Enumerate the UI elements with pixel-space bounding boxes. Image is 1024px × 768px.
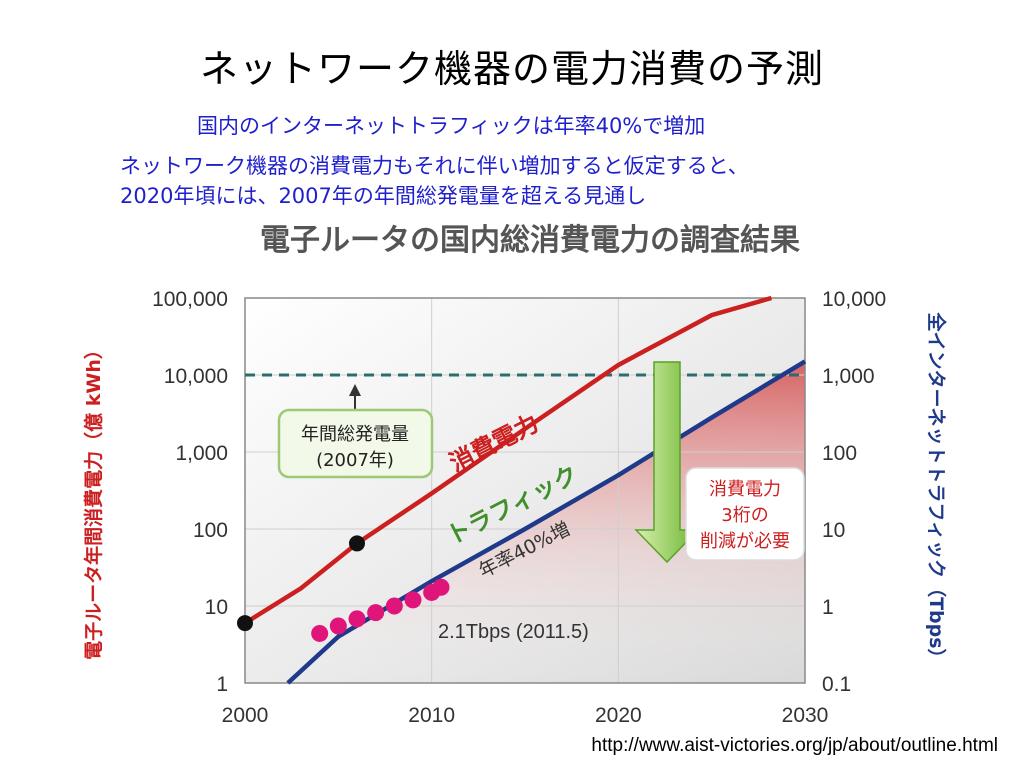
reduction-line-2: 3桁の xyxy=(721,505,768,526)
right-axis-label: 全インターネットトラフィック（Tbps） xyxy=(925,311,948,667)
left-tick-label: 10,000 xyxy=(164,365,228,388)
left-axis-label: 電子ルータ年間消費電力（億 kWh） xyxy=(82,340,105,660)
right-tick-label: 10,000 xyxy=(822,288,886,311)
left-tick-label: 1 xyxy=(216,673,228,696)
x-tick-label: 2000 xyxy=(222,704,269,727)
x-tick-label: 2030 xyxy=(782,704,829,727)
reduction-line-1: 消費電力 xyxy=(709,479,781,500)
traffic-point-label: 2.1Tbps (2011.5) xyxy=(438,621,589,643)
power-measured-points xyxy=(237,535,365,632)
left-tick-label: 100,000 xyxy=(152,288,228,311)
power-measured-point xyxy=(349,535,365,552)
slide-title: ネットワーク機器の電力消費の予測 xyxy=(199,47,824,91)
reduction-line-3: 削減が必要 xyxy=(700,531,790,552)
traffic-measured-point xyxy=(348,610,366,628)
traffic-measured-point xyxy=(367,604,385,622)
traffic-measured-point xyxy=(385,597,403,615)
left-tick-label: 10 xyxy=(205,596,228,619)
left-axis-ticks: 100,000 10,000 1,000 100 10 1 xyxy=(152,288,228,696)
x-tick-label: 2010 xyxy=(408,704,455,727)
subtitle-line-1: 国内のインターネットトラフィックは年率40%で増加 xyxy=(197,114,706,138)
power-series-line xyxy=(243,295,773,626)
power-measured-point xyxy=(237,615,253,632)
x-tick-label: 2020 xyxy=(595,704,642,727)
left-tick-label: 100 xyxy=(193,519,228,542)
traffic-measured-point xyxy=(404,591,422,609)
reduction-arrow xyxy=(634,361,700,564)
reduction-callout: 消費電力 3桁の 削減が必要 xyxy=(685,467,805,561)
traffic-measured-point xyxy=(432,578,450,596)
callout-box xyxy=(277,408,434,479)
traffic-measured-point xyxy=(329,617,347,635)
callout-line-1: 年間総発電量 xyxy=(301,424,409,445)
x-axis-ticks: 2000 2010 2020 2030 xyxy=(222,704,829,727)
right-axis-ticks: 10,000 1,000 100 10 1 0.1 xyxy=(822,288,886,696)
traffic-measured-points xyxy=(311,578,450,642)
source-url: http://www.aist-victories.org/jp/about/o… xyxy=(591,735,998,756)
right-tick-label: 0.1 xyxy=(822,673,851,696)
subtitle-line-2: ネットワーク機器の消費電力もそれに伴い増加すると仮定すると、 xyxy=(120,154,749,178)
reduction-box xyxy=(685,467,805,561)
callout-line-2: (2007年) xyxy=(316,450,394,471)
plot-frame xyxy=(244,297,806,684)
traffic-measured-point xyxy=(311,624,329,642)
right-tick-label: 100 xyxy=(822,442,857,465)
chart-title: 電子ルータの国内総消費電力の調査結果 xyxy=(260,223,800,258)
callout-arrow-head xyxy=(349,384,361,396)
right-tick-label: 10 xyxy=(822,519,845,542)
right-tick-label: 1,000 xyxy=(822,365,875,388)
total-generation-callout: 年間総発電量 (2007年) xyxy=(277,384,434,479)
right-tick-label: 1 xyxy=(822,596,834,619)
left-tick-label: 1,000 xyxy=(175,442,228,465)
traffic-series-line xyxy=(286,359,807,685)
subtitle-line-3: 2020年頃には、2007年の年間総発電量を超える見通し xyxy=(120,184,647,208)
